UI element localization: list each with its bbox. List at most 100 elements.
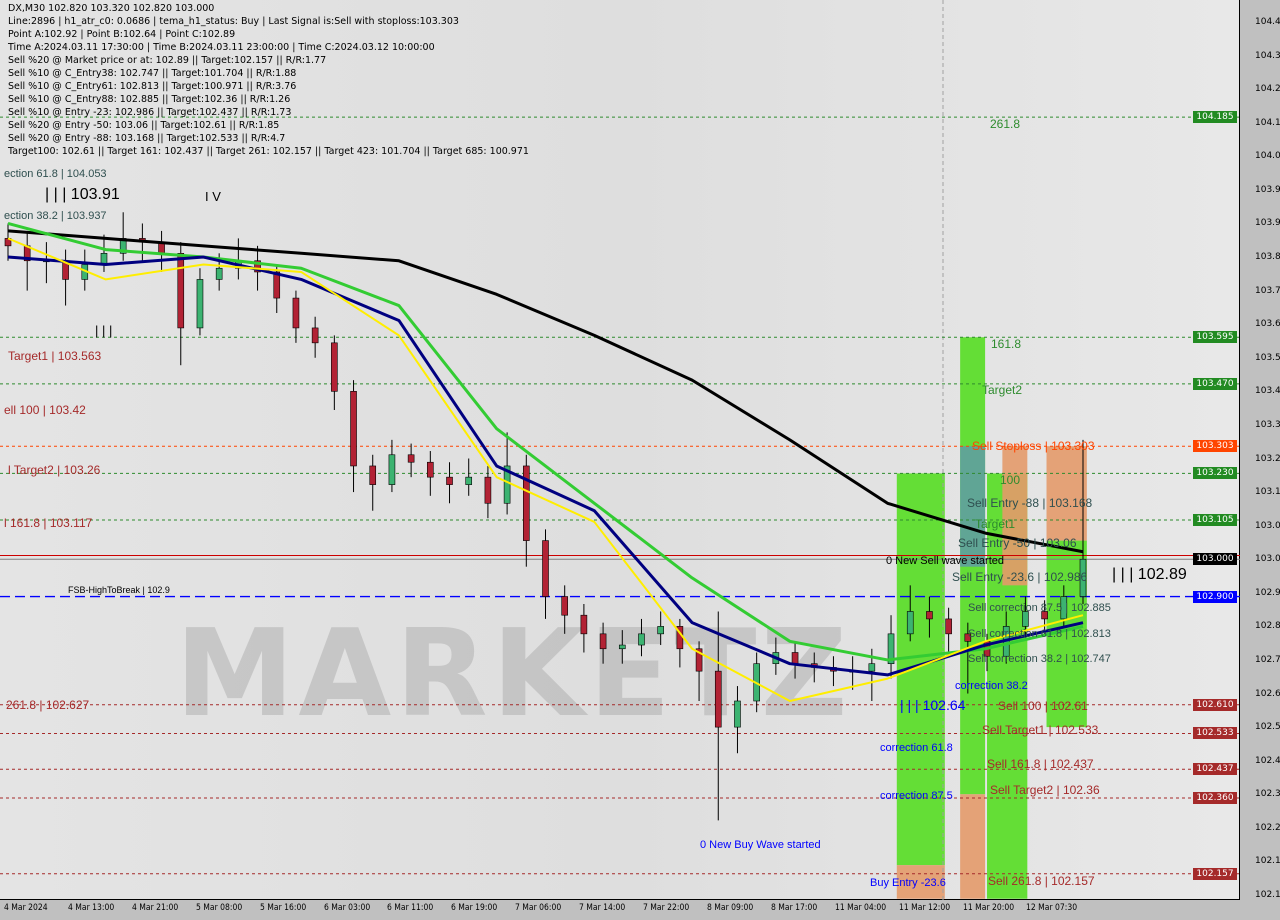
price-badge: 103.470 bbox=[1193, 377, 1237, 390]
signal-zone bbox=[1046, 446, 1087, 541]
x-tick-label: 4 Mar 13:00 bbox=[67, 903, 115, 913]
candle-body bbox=[561, 596, 568, 616]
candle-body bbox=[868, 663, 876, 672]
info-line: Sell %10 @ C_Entry88: 102.885 || Target:… bbox=[8, 94, 291, 105]
chart-annotation: Target2 bbox=[982, 383, 1023, 397]
info-line: Line:2896 | h1_atr_c0: 0.0686 | tema_h1_… bbox=[8, 16, 459, 27]
candle-body bbox=[638, 633, 645, 646]
candle-body bbox=[465, 476, 473, 485]
price-badge: 103.000 bbox=[1193, 553, 1237, 566]
y-tick-label: 102.910 bbox=[1255, 587, 1280, 598]
candle-body bbox=[273, 271, 281, 299]
moving-average-line bbox=[7, 255, 1084, 677]
chart-annotation: | | | 102.64 bbox=[900, 697, 966, 713]
price-badge: 102.437 bbox=[1193, 763, 1237, 776]
chart-annotation: correction 61.8 bbox=[880, 742, 953, 754]
y-tick-label: 104.080 bbox=[1255, 151, 1280, 162]
chart-annotation: ell 100 | 103.42 bbox=[4, 403, 86, 417]
y-tick-label: 103.810 bbox=[1255, 252, 1280, 263]
y-tick-label: 102.460 bbox=[1255, 755, 1280, 766]
y-tick-label: 103.090 bbox=[1255, 520, 1280, 531]
chart-annotation: Sell Target1 | 102.533 bbox=[982, 723, 1099, 737]
candle-body bbox=[926, 611, 933, 620]
chart-annotation: 0 New Sell wave started bbox=[886, 555, 1004, 567]
x-tick-label: 7 Mar 14:00 bbox=[579, 903, 626, 913]
indicator-info-panel: DX,M30 102.820 103.320 102.820 103.000 L… bbox=[8, 2, 529, 158]
price-badge: 102.157 bbox=[1193, 867, 1237, 880]
y-tick-label: 102.280 bbox=[1255, 822, 1280, 833]
price-badge: 102.533 bbox=[1193, 727, 1237, 740]
candle-body bbox=[369, 465, 377, 485]
x-tick-label: 11 Mar 04:00 bbox=[834, 903, 886, 913]
candle-body bbox=[1079, 558, 1087, 597]
x-tick-label: 7 Mar 06:00 bbox=[515, 903, 562, 913]
candle-body bbox=[254, 260, 261, 273]
candle-body bbox=[196, 279, 204, 329]
moving-average-line bbox=[7, 229, 1084, 554]
candle-body bbox=[906, 611, 914, 635]
price-badge: 102.610 bbox=[1193, 698, 1237, 711]
y-tick-label: 104.440 bbox=[1255, 17, 1280, 27]
info-line: Sell %10 @ C_Entry38: 102.747 || Target:… bbox=[8, 68, 297, 79]
x-tick-label: 6 Mar 11:00 bbox=[387, 903, 434, 913]
y-tick-label: 102.730 bbox=[1255, 654, 1280, 665]
info-line: Sell %20 @ Entry -50: 103.06 || Target:1… bbox=[8, 120, 280, 131]
chart-plot-area[interactable] bbox=[0, 0, 1240, 900]
info-line: Target100: 102.61 || Target 161: 102.437… bbox=[8, 146, 529, 157]
candle-body bbox=[177, 253, 185, 329]
y-tick-label: 104.350 bbox=[1255, 50, 1280, 61]
candle-body bbox=[964, 633, 972, 642]
chart-annotation: Sell correction 87.5 | 102.885 bbox=[968, 602, 1111, 614]
chart-annotation: I V bbox=[205, 189, 221, 204]
price-badge: 103.303 bbox=[1193, 440, 1237, 453]
chart-annotation: | | | 102.89 bbox=[1112, 566, 1187, 583]
chart-annotation: Sell 161.8 | 102.437 bbox=[987, 757, 1094, 771]
y-tick-label: 103.000 bbox=[1255, 554, 1280, 565]
chart-annotation: 261.8 bbox=[990, 117, 1021, 131]
info-line: Time A:2024.03.11 17:30:00 | Time B:2024… bbox=[8, 42, 435, 53]
candle-body bbox=[484, 476, 492, 504]
y-tick-label: 103.900 bbox=[1255, 218, 1280, 229]
x-tick-label: 7 Mar 22:00 bbox=[643, 903, 690, 913]
chart-annotation: 261.8 | 102.627 bbox=[6, 698, 90, 712]
info-line: Sell %20 @ Entry -88: 103.168 || Target:… bbox=[8, 133, 286, 144]
candle-body bbox=[1041, 611, 1048, 620]
chart-annotation: FSB-HighToBreak | 102.9 bbox=[68, 585, 170, 595]
y-tick-label: 103.180 bbox=[1255, 487, 1280, 498]
candle-body bbox=[1022, 611, 1029, 627]
y-tick-label: 103.540 bbox=[1255, 352, 1280, 363]
candle-body bbox=[311, 327, 319, 344]
chart-annotation: l Target2 | 103.26 bbox=[8, 463, 101, 477]
chart-annotation: correction 38.2 bbox=[955, 680, 1028, 692]
chart-annotation: 100 bbox=[1000, 473, 1021, 487]
chart-title: DX,M30 102.820 103.320 102.820 103.000 bbox=[8, 3, 215, 14]
price-badge: 102.360 bbox=[1193, 792, 1237, 804]
candle-body bbox=[446, 476, 453, 485]
chart-annotation: Sell 261.8 | 102.157 bbox=[988, 874, 1095, 888]
signal-zone bbox=[896, 865, 945, 899]
chart-annotation: Target1 | 103.563 bbox=[8, 349, 102, 363]
candle-body bbox=[331, 342, 338, 392]
chart-annotation: Sell Stoploss | 103.303 bbox=[972, 439, 1095, 453]
y-tick-label: 104.260 bbox=[1255, 84, 1280, 95]
info-line: Sell %20 @ Market price or at: 102.89 ||… bbox=[8, 55, 327, 66]
y-tick-label: 102.190 bbox=[1255, 856, 1280, 867]
chart-annotation: Sell Entry -23.6 | 102.986 bbox=[952, 570, 1088, 584]
candle-body bbox=[714, 670, 722, 728]
chart-svg bbox=[0, 0, 1240, 900]
chart-annotation: | | | 103.91 bbox=[45, 186, 120, 203]
x-tick-label: 6 Mar 03:00 bbox=[323, 903, 370, 913]
candle-body bbox=[887, 633, 895, 664]
candle-body bbox=[350, 391, 357, 467]
chart-annotation: 0 New Buy Wave started bbox=[700, 839, 821, 851]
candle-body bbox=[542, 540, 549, 597]
candle-body bbox=[292, 297, 300, 329]
y-tick-label: 102.550 bbox=[1255, 722, 1280, 733]
candle-body bbox=[580, 614, 588, 635]
candle-body bbox=[407, 454, 415, 463]
y-tick-label: 103.630 bbox=[1255, 319, 1280, 330]
info-line: Point A:102.92 | Point B:102.64 | Point … bbox=[8, 29, 236, 40]
price-badge: 103.595 bbox=[1193, 331, 1237, 344]
candle-body bbox=[657, 626, 664, 635]
chart-annotation: Sell Target2 | 102.36 bbox=[990, 783, 1100, 797]
